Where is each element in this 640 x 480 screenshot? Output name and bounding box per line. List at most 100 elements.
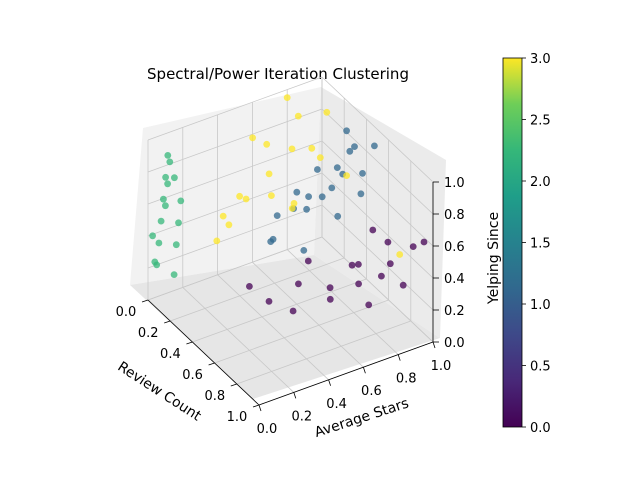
- data-point: [157, 217, 165, 225]
- colorbar-tick-label: 2.5: [530, 114, 551, 129]
- data-point: [409, 243, 417, 251]
- grid-line: [321, 204, 434, 311]
- data-point: [318, 193, 326, 201]
- tick-labels: 0.00.20.40.60.81.00.00.20.40.60.81.00.00…: [116, 176, 465, 437]
- y-tick: [432, 341, 436, 349]
- data-point: [213, 237, 221, 245]
- y-tick: [258, 404, 262, 412]
- data-point: [328, 184, 336, 192]
- x-tick: [208, 362, 215, 366]
- data-point: [177, 197, 185, 205]
- back-pane-left: [130, 87, 321, 285]
- data-point: [371, 142, 378, 150]
- data-point: [171, 174, 178, 182]
- grid-line: [252, 261, 364, 368]
- data-point: [273, 212, 281, 220]
- data-point: [305, 193, 312, 201]
- data-point: [225, 221, 233, 229]
- data-point: [308, 144, 316, 152]
- colorbar-tick-label: 1.5: [530, 237, 551, 252]
- data-point: [149, 232, 157, 240]
- x-tick-label: 0.0: [116, 305, 137, 320]
- x-tick: [164, 320, 171, 324]
- x-tick-label: 0.8: [204, 389, 225, 404]
- y-tick-label: 0.0: [257, 422, 278, 437]
- data-point: [323, 108, 331, 116]
- data-point: [155, 239, 163, 247]
- data-point: [386, 260, 394, 268]
- grid-line: [170, 257, 345, 322]
- y-tick-label: 1.0: [431, 359, 452, 374]
- grid-line: [321, 140, 434, 247]
- grid-line: [147, 108, 323, 173]
- data-point: [265, 298, 273, 305]
- data-point: [369, 226, 377, 234]
- data-point: [294, 112, 302, 120]
- grid-line: [217, 274, 329, 381]
- z-tick-label: 0.6: [444, 240, 465, 255]
- x-tick-label: 0.2: [138, 326, 159, 341]
- grid-line: [286, 249, 399, 355]
- data-point: [151, 258, 159, 266]
- data-point: [219, 212, 227, 220]
- grid-line: [147, 236, 323, 301]
- data-point: [348, 261, 356, 269]
- grid-line: [321, 236, 434, 343]
- y-tick-label: 0.4: [326, 397, 347, 412]
- plot-3d[interactable]: 0.00.20.40.60.81.00.00.20.40.60.81.00.00…: [116, 76, 465, 437]
- grid-line: [321, 76, 434, 183]
- data-point: [172, 241, 180, 249]
- grid-line: [192, 278, 367, 343]
- axes: [141, 181, 439, 412]
- data-point: [160, 195, 167, 203]
- data-point: [263, 140, 271, 148]
- colorbar: [502, 57, 523, 428]
- grid-line: [147, 204, 323, 269]
- data-point: [242, 195, 250, 203]
- data-point: [384, 238, 392, 246]
- z-tick-label: 0.8: [444, 208, 465, 223]
- x-axis-line: [147, 299, 260, 406]
- x-tick: [230, 383, 237, 387]
- data-point: [236, 192, 244, 200]
- data-point: [300, 247, 308, 254]
- x-tick-label: 0.4: [160, 347, 181, 362]
- data-point: [355, 261, 362, 268]
- y-tick: [328, 379, 331, 386]
- data-point: [316, 154, 324, 162]
- data-point: [246, 283, 253, 290]
- z-tick-label: 0.4: [444, 272, 465, 287]
- y-tick: [363, 367, 366, 374]
- data-point: [343, 127, 350, 135]
- grid-line: [321, 108, 434, 215]
- data-point: [351, 143, 358, 151]
- data-point: [334, 212, 342, 220]
- colorbar-tick-label: 0.5: [530, 360, 551, 375]
- y-tick: [293, 392, 297, 399]
- data-point: [290, 200, 298, 207]
- data-point: [289, 307, 297, 315]
- data-point: [357, 190, 365, 198]
- data-point: [399, 281, 407, 289]
- y-tick-label: 0.8: [396, 372, 417, 387]
- data-point: [333, 164, 341, 172]
- data-point: [162, 173, 170, 181]
- x-tick-label: 0.6: [182, 368, 203, 383]
- data-point: [420, 238, 428, 246]
- z-tick-label: 0.2: [444, 304, 465, 319]
- data-point: [346, 147, 354, 155]
- colorbar-tick-label: 2.0: [530, 175, 551, 190]
- data-point: [304, 257, 312, 265]
- data-point: [268, 192, 275, 200]
- y-tick: [397, 354, 401, 361]
- chart-title: Spectral/Power Iteration Clustering: [147, 65, 409, 83]
- data-point: [166, 158, 174, 166]
- data-point: [164, 180, 172, 188]
- data-point: [365, 301, 373, 309]
- y-tick-label: 0.2: [291, 409, 312, 424]
- colorbar-ticks: 0.0 0.5 1.0 1.5 2.0 2.5 3.0: [522, 52, 551, 436]
- data-point: [283, 94, 291, 101]
- data-point: [359, 170, 366, 177]
- data-point: [164, 152, 172, 159]
